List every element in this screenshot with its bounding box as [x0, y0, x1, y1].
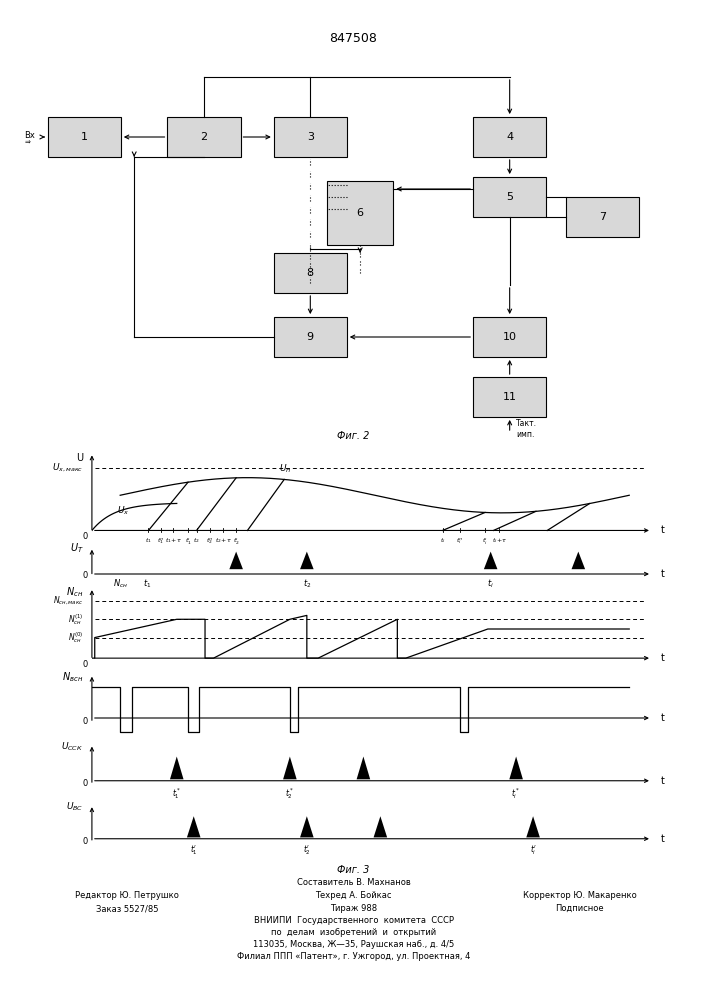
- Bar: [327, 181, 393, 245]
- Text: t: t: [660, 653, 664, 663]
- Text: Техред А. Бойкас: Техред А. Бойкас: [315, 891, 392, 900]
- Text: $t_i$: $t_i$: [440, 536, 445, 545]
- Text: $t_i^н$: $t_i^н$: [456, 536, 463, 546]
- Text: $t_i'$: $t_i'$: [530, 844, 537, 857]
- Text: ⇒: ⇒: [25, 140, 30, 146]
- Text: 9: 9: [307, 332, 314, 342]
- Text: 0: 0: [82, 660, 88, 669]
- Text: $U_п$: $U_п$: [279, 463, 291, 475]
- Text: t: t: [660, 776, 664, 786]
- Text: 847508: 847508: [329, 32, 378, 45]
- Text: $t_1^н$: $t_1^н$: [157, 536, 165, 546]
- Polygon shape: [509, 757, 523, 779]
- Text: 7: 7: [599, 212, 607, 222]
- Text: 0: 0: [82, 571, 88, 580]
- Bar: [566, 197, 639, 237]
- Text: $t_2^н$: $t_2^н$: [206, 536, 214, 546]
- Text: $t_2^*$: $t_2^*$: [285, 786, 295, 801]
- Text: 4: 4: [506, 132, 513, 142]
- Text: 3: 3: [307, 132, 314, 142]
- Bar: [473, 117, 547, 157]
- Text: Подписное: Подписное: [556, 904, 604, 913]
- Text: 1: 1: [81, 132, 88, 142]
- Text: $N_{сн}^{(1)}$: $N_{сн}^{(1)}$: [68, 612, 83, 627]
- Text: 6: 6: [356, 208, 363, 218]
- Polygon shape: [356, 757, 370, 779]
- Polygon shape: [229, 552, 243, 569]
- Text: 11: 11: [503, 392, 517, 402]
- Text: $t_i'$: $t_i'$: [482, 536, 488, 547]
- Text: 0: 0: [82, 532, 88, 541]
- Bar: [473, 377, 547, 417]
- Text: $t_i\!+\!τ$: $t_i\!+\!τ$: [491, 536, 507, 545]
- Text: $t_1$: $t_1$: [145, 536, 152, 545]
- Text: $U_{ВС}$: $U_{ВС}$: [66, 801, 83, 813]
- Text: $t_1^*$: $t_1^*$: [172, 786, 182, 801]
- Bar: [473, 177, 547, 217]
- Text: 2: 2: [200, 132, 208, 142]
- Text: 8: 8: [307, 268, 314, 278]
- Polygon shape: [170, 757, 184, 779]
- Bar: [274, 117, 347, 157]
- Polygon shape: [571, 552, 585, 569]
- Bar: [274, 253, 347, 293]
- Text: $N_{сн}^{(0)}$: $N_{сн}^{(0)}$: [68, 630, 83, 645]
- Text: $t_2'$: $t_2'$: [303, 844, 311, 857]
- Polygon shape: [373, 816, 387, 837]
- Text: по  делам  изобретений  и  открытий: по делам изобретений и открытий: [271, 928, 436, 937]
- Polygon shape: [526, 816, 540, 837]
- Text: Вх: Вх: [25, 130, 35, 139]
- Text: Составитель В. Махнанов: Составитель В. Махнанов: [297, 878, 410, 887]
- Text: $t_1$: $t_1$: [143, 578, 151, 590]
- Text: $t_1\!+\!τ$: $t_1\!+\!τ$: [165, 536, 182, 545]
- Text: $t_1'$: $t_1'$: [189, 844, 198, 857]
- Text: 0: 0: [82, 837, 88, 846]
- Text: Заказ 5527/85: Заказ 5527/85: [96, 904, 158, 913]
- Text: $t_2$: $t_2$: [303, 578, 311, 590]
- Text: 0: 0: [82, 779, 88, 788]
- Polygon shape: [484, 552, 498, 569]
- Bar: [274, 317, 347, 357]
- Text: 0: 0: [82, 717, 88, 726]
- Bar: [473, 317, 547, 357]
- Text: U: U: [76, 453, 83, 463]
- Bar: [168, 117, 240, 157]
- Text: Корректор Ю. Макаренко: Корректор Ю. Макаренко: [523, 891, 636, 900]
- Text: Редактор Ю. Петрушко: Редактор Ю. Петрушко: [76, 891, 179, 900]
- Text: 113035, Москва, Ж—35, Раушская наб., д. 4/5: 113035, Москва, Ж—35, Раушская наб., д. …: [253, 940, 454, 949]
- Text: $t_2$: $t_2$: [193, 536, 200, 545]
- Text: $N_{сн}$: $N_{сн}$: [66, 585, 83, 599]
- Text: 10: 10: [503, 332, 517, 342]
- Text: $N_{сн,макс}$: $N_{сн,макс}$: [53, 595, 83, 607]
- Bar: [48, 117, 121, 157]
- Text: Фиг. 2: Фиг. 2: [337, 431, 370, 441]
- Polygon shape: [187, 816, 201, 837]
- Text: Тираж 988: Тираж 988: [330, 904, 377, 913]
- Text: $t_2'$: $t_2'$: [233, 536, 240, 547]
- Text: $t_1'$: $t_1'$: [185, 536, 192, 547]
- Text: Такт.
имп.: Такт. имп.: [516, 419, 537, 439]
- Text: ВНИИПИ  Государственного  комитета  СССР: ВНИИПИ Государственного комитета СССР: [254, 916, 453, 925]
- Text: $t_i^*$: $t_i^*$: [511, 786, 521, 801]
- Text: t: t: [660, 834, 664, 844]
- Text: $N_{всн}$: $N_{всн}$: [62, 670, 83, 684]
- Polygon shape: [283, 757, 297, 779]
- Text: Филиал ППП «Патент», г. Ужгород, ул. Проектная, 4: Филиал ППП «Патент», г. Ужгород, ул. Про…: [237, 952, 470, 961]
- Text: $U_{x,макс}$: $U_{x,макс}$: [52, 461, 83, 474]
- Text: t: t: [660, 569, 664, 579]
- Text: Фиг. 3: Фиг. 3: [337, 865, 370, 875]
- Text: $U_x$: $U_x$: [117, 504, 129, 517]
- Text: $U_T$: $U_T$: [70, 542, 83, 555]
- Text: t: t: [660, 713, 664, 723]
- Text: $U_{ССК}$: $U_{ССК}$: [62, 740, 83, 753]
- Polygon shape: [300, 552, 314, 569]
- Text: 5: 5: [506, 192, 513, 202]
- Text: $t_2\!+\!τ$: $t_2\!+\!τ$: [215, 536, 231, 545]
- Polygon shape: [300, 816, 314, 837]
- Text: $N_{сн}$: $N_{сн}$: [112, 578, 128, 590]
- Text: $t_i$: $t_i$: [487, 578, 494, 590]
- Text: t: t: [660, 525, 664, 535]
